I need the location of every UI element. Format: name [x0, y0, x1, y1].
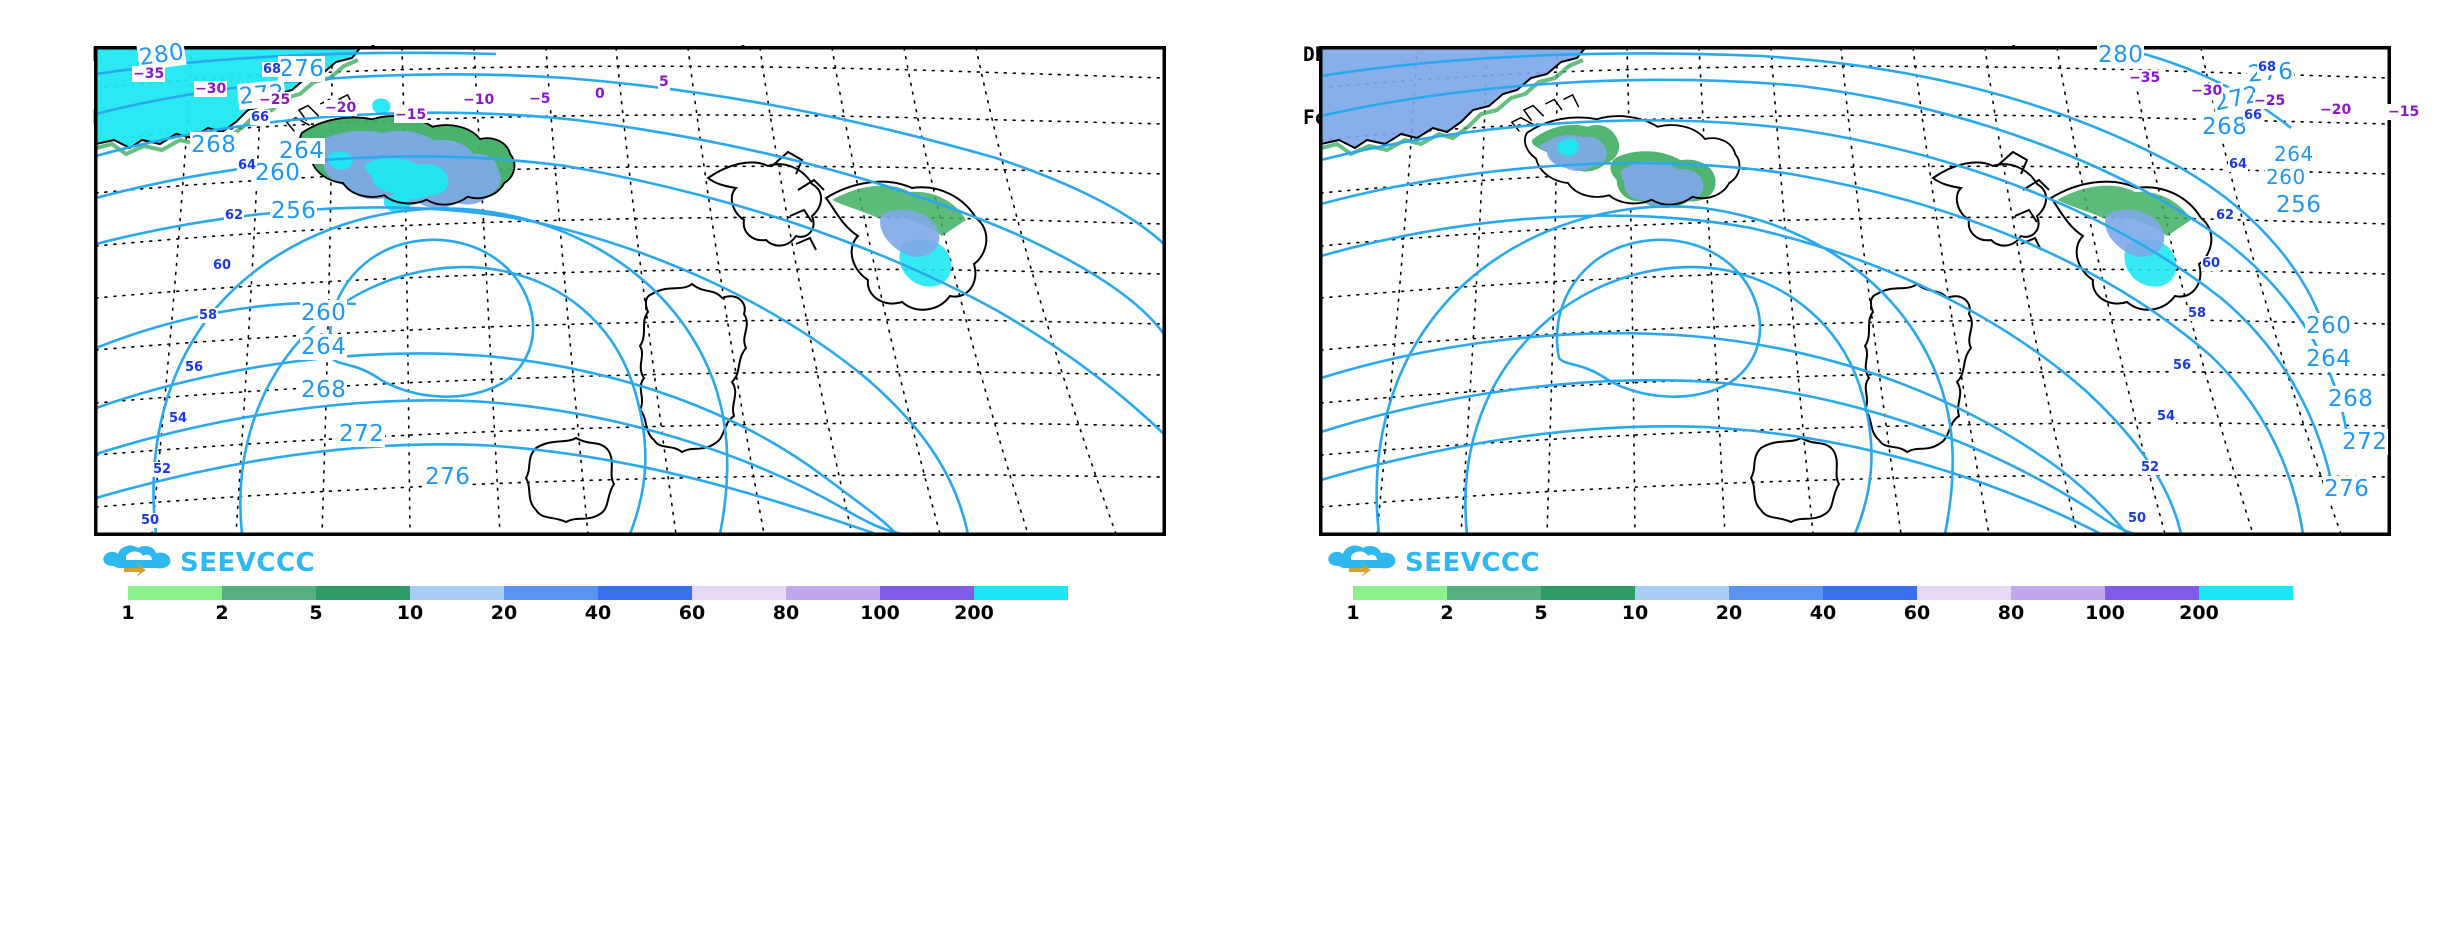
colorbar-segment	[1541, 586, 1635, 600]
map-canvas-ecmwf	[96, 48, 1164, 534]
seevccc-logo-right: SEEVCCC	[1321, 540, 1581, 580]
geopotential-contours	[96, 51, 1164, 534]
arrow-icon	[1349, 563, 1371, 577]
norway-snow-mid	[2105, 209, 2165, 257]
arrow-icon	[124, 563, 146, 577]
coastline-europe	[524, 150, 988, 524]
map-frame-dream8[interactable]	[1319, 46, 2391, 536]
colorbar-tick-label: 200	[2179, 602, 2219, 624]
coastline-europe	[1749, 150, 2213, 524]
colorbar-segment	[880, 586, 974, 600]
cloud-icon	[103, 545, 171, 569]
colorbar-tick-label: 40	[584, 602, 612, 624]
colorbar-segment	[128, 586, 222, 600]
colorbar-segment	[1635, 586, 1729, 600]
map-frame-ecmwf[interactable]	[94, 46, 1166, 536]
colorbar-tick-label: 80	[772, 602, 800, 624]
colorbar-tick-label: 20	[490, 602, 518, 624]
colorbar-segment	[222, 586, 316, 600]
colorbar-segment	[2011, 586, 2105, 600]
colorbar-tick-label: 60	[678, 602, 706, 624]
colorbar-left: 1 2 5 10 20 40 60 80 100 200	[121, 586, 1088, 630]
iceland-snow-shading	[285, 93, 516, 213]
geopotential-contours	[1321, 48, 2349, 534]
map-canvas-dream8	[1321, 48, 2389, 534]
colorbar-segment	[410, 586, 504, 600]
colorbar-tick-label: 10	[1621, 602, 1649, 624]
colorbar-segment	[504, 586, 598, 600]
colorbar-tick-label: 80	[1997, 602, 2025, 624]
colorbar-tick-label: 40	[1809, 602, 1837, 624]
colorbar-labels-left: 1 2 5 10 20 40 60 80 100 200	[121, 602, 1088, 628]
colorbar-strip-left	[128, 586, 1068, 600]
norway-snow-mid	[880, 209, 940, 257]
colorbar-tick-label: 1	[1346, 602, 1360, 624]
colorbar-tick-label: 60	[1903, 602, 1931, 624]
colorbar-tick-label: 2	[215, 602, 229, 624]
seevccc-logo-svg: SEEVCCC	[103, 545, 315, 578]
colorbar-segment	[1353, 586, 1447, 600]
seevccc-logo-svg: SEEVCCC	[1328, 545, 1540, 578]
logo-text: SEEVCCC	[180, 548, 315, 578]
colorbar-tick-label: 5	[1534, 602, 1548, 624]
colorbar-tick-label: 1	[121, 602, 135, 624]
colorbar-tick-label: 200	[954, 602, 994, 624]
colorbar-segment	[2199, 586, 2293, 600]
colorbar-segment	[974, 586, 1068, 600]
colorbar-tick-label: 2	[1440, 602, 1454, 624]
logo-text: SEEVCCC	[1405, 548, 1540, 578]
seevccc-logo-left: SEEVCCC	[96, 540, 356, 580]
iceland-snow-shading	[1510, 93, 1741, 209]
colorbar-tick-label: 100	[2085, 602, 2125, 624]
colorbar-tick-label: 5	[309, 602, 323, 624]
colorbar-segment	[2105, 586, 2199, 600]
colorbar-segment	[598, 586, 692, 600]
colorbar-tick-label: 100	[860, 602, 900, 624]
cloud-icon	[1328, 545, 1396, 569]
colorbar-tick-label: 10	[396, 602, 424, 624]
colorbar-segment	[692, 586, 786, 600]
colorbar-strip-right	[1353, 586, 2293, 600]
colorbar-labels-right: 1 2 5 10 20 40 60 80 100 200	[1346, 602, 2313, 628]
colorbar-right: 1 2 5 10 20 40 60 80 100 200	[1346, 586, 2313, 630]
colorbar-segment	[316, 586, 410, 600]
forecast-panel-dream8: DREAM8−Iceland: Accumulated snow (cm) an…	[1225, 0, 2449, 925]
colorbar-segment	[1729, 586, 1823, 600]
colorbar-segment	[786, 586, 880, 600]
forecast-panel-ecmwf: ECMWF forecast: Snow height [cm] and 700…	[0, 0, 1224, 925]
colorbar-segment	[1447, 586, 1541, 600]
colorbar-tick-label: 20	[1715, 602, 1743, 624]
colorbar-segment	[1917, 586, 2011, 600]
colorbar-segment	[1823, 586, 1917, 600]
